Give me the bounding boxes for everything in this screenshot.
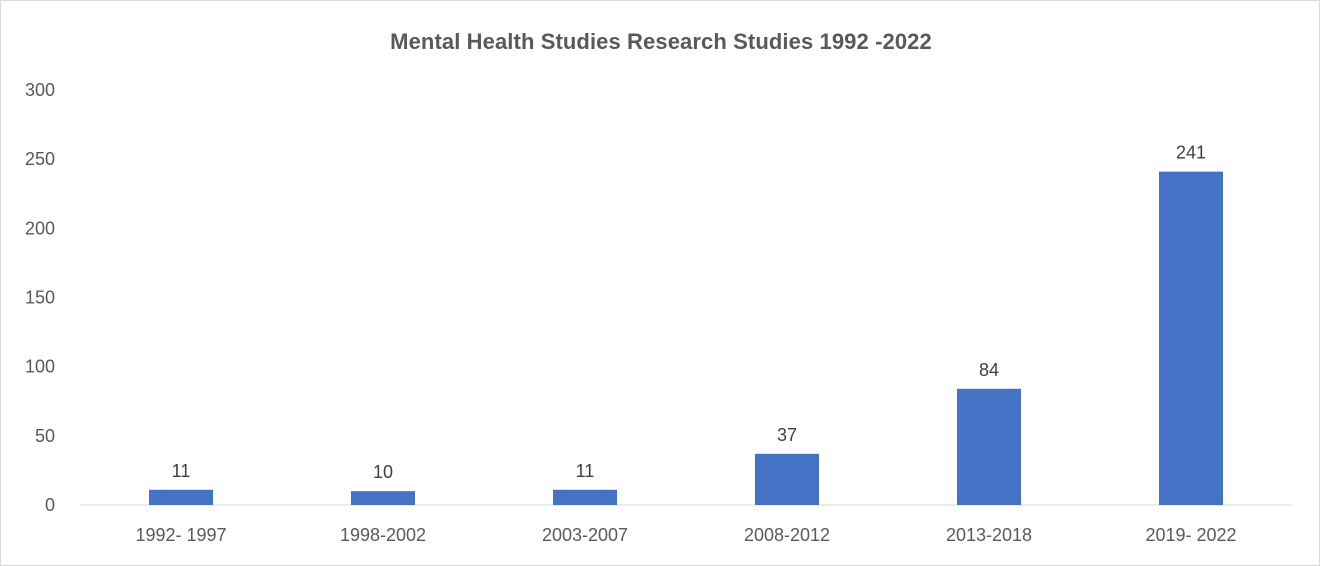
bar [755,453,819,505]
y-tick-label: 200 [25,218,55,238]
x-tick-label: 1992- 1997 [135,525,226,545]
y-tick-label: 50 [35,426,55,446]
y-axis-ticks: 0 50 100 150 200 250 300 [25,80,55,515]
data-label: 84 [979,360,999,380]
x-axis-ticks: 1992- 1997 1998-2002 2003-2007 2008-2012 201… [135,525,1236,545]
y-tick-label: 250 [25,149,55,169]
data-label: 11 [172,461,191,481]
x-tick-label: 2019- 2022 [1145,525,1236,545]
x-tick-label: 2008-2012 [744,525,830,545]
y-tick-label: 100 [25,357,55,377]
bars-group [149,171,1223,505]
data-labels-group: 11 10 11 37 84 241 [172,143,1206,483]
data-label: 37 [777,425,797,445]
y-tick-label: 300 [25,80,55,100]
y-tick-label: 0 [45,495,55,515]
y-tick-label: 150 [25,288,55,308]
x-tick-label: 2003-2007 [542,525,628,545]
bar [351,491,415,505]
data-label: 11 [576,461,595,481]
bar [553,489,617,505]
bar [957,388,1021,505]
data-label: 241 [1176,143,1206,163]
x-tick-label: 1998-2002 [340,525,426,545]
data-label: 10 [373,462,393,482]
bar [1159,171,1223,505]
x-tick-label: 2013-2018 [946,525,1032,545]
chart-title: Mental Health Studies Research Studies 1… [390,29,932,54]
bar [149,489,213,505]
